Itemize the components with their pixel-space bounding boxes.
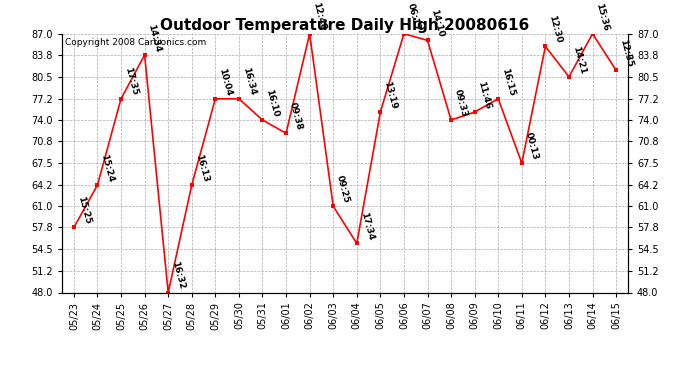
Text: 17:34: 17:34 <box>359 211 375 242</box>
Text: 15:24: 15:24 <box>99 153 115 183</box>
Text: 10:04: 10:04 <box>217 67 233 97</box>
Text: 16:13: 16:13 <box>194 153 210 183</box>
Text: 14:10: 14:10 <box>429 8 446 38</box>
Text: 16:34: 16:34 <box>241 67 257 97</box>
Text: 16:32: 16:32 <box>170 261 186 291</box>
Text: 11:46: 11:46 <box>477 80 493 110</box>
Text: 17:35: 17:35 <box>123 67 139 97</box>
Text: 14:34: 14:34 <box>146 23 163 53</box>
Text: 14:21: 14:21 <box>571 45 587 75</box>
Title: Outdoor Temperature Daily High 20080616: Outdoor Temperature Daily High 20080616 <box>160 18 530 33</box>
Text: Copyright 2008 Cartronics.com: Copyright 2008 Cartronics.com <box>65 38 206 46</box>
Text: 16:15: 16:15 <box>500 67 516 97</box>
Text: 12:30: 12:30 <box>547 15 563 44</box>
Text: 16:10: 16:10 <box>264 88 280 118</box>
Text: 06:17: 06:17 <box>406 2 422 32</box>
Text: 09:25: 09:25 <box>335 174 351 204</box>
Text: 15:36: 15:36 <box>594 2 611 32</box>
Text: 13:19: 13:19 <box>382 80 398 110</box>
Text: 09:33: 09:33 <box>453 88 469 118</box>
Text: 09:38: 09:38 <box>288 101 304 131</box>
Text: 12:35: 12:35 <box>618 38 634 68</box>
Text: 00:13: 00:13 <box>524 131 540 161</box>
Text: 15:25: 15:25 <box>76 195 92 225</box>
Text: 12:48: 12:48 <box>311 2 328 32</box>
